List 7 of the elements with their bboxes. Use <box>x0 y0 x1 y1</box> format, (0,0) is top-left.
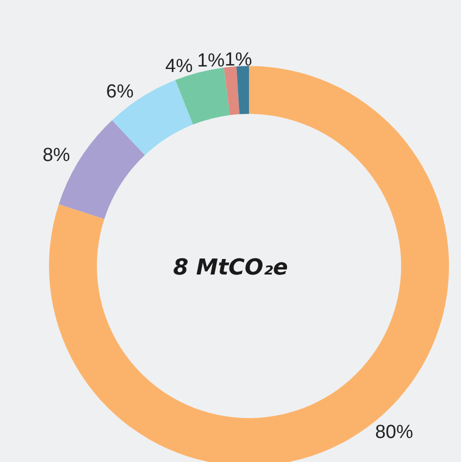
data-label: 80% <box>375 422 414 444</box>
text: 8 MtCO₂e <box>173 256 288 280</box>
data-label: 6% <box>106 82 134 103</box>
data-label: 4% <box>165 56 193 77</box>
data-label: 1% <box>224 50 252 71</box>
data-label: 1% <box>197 50 225 72</box>
data-label: 8% <box>42 145 70 166</box>
